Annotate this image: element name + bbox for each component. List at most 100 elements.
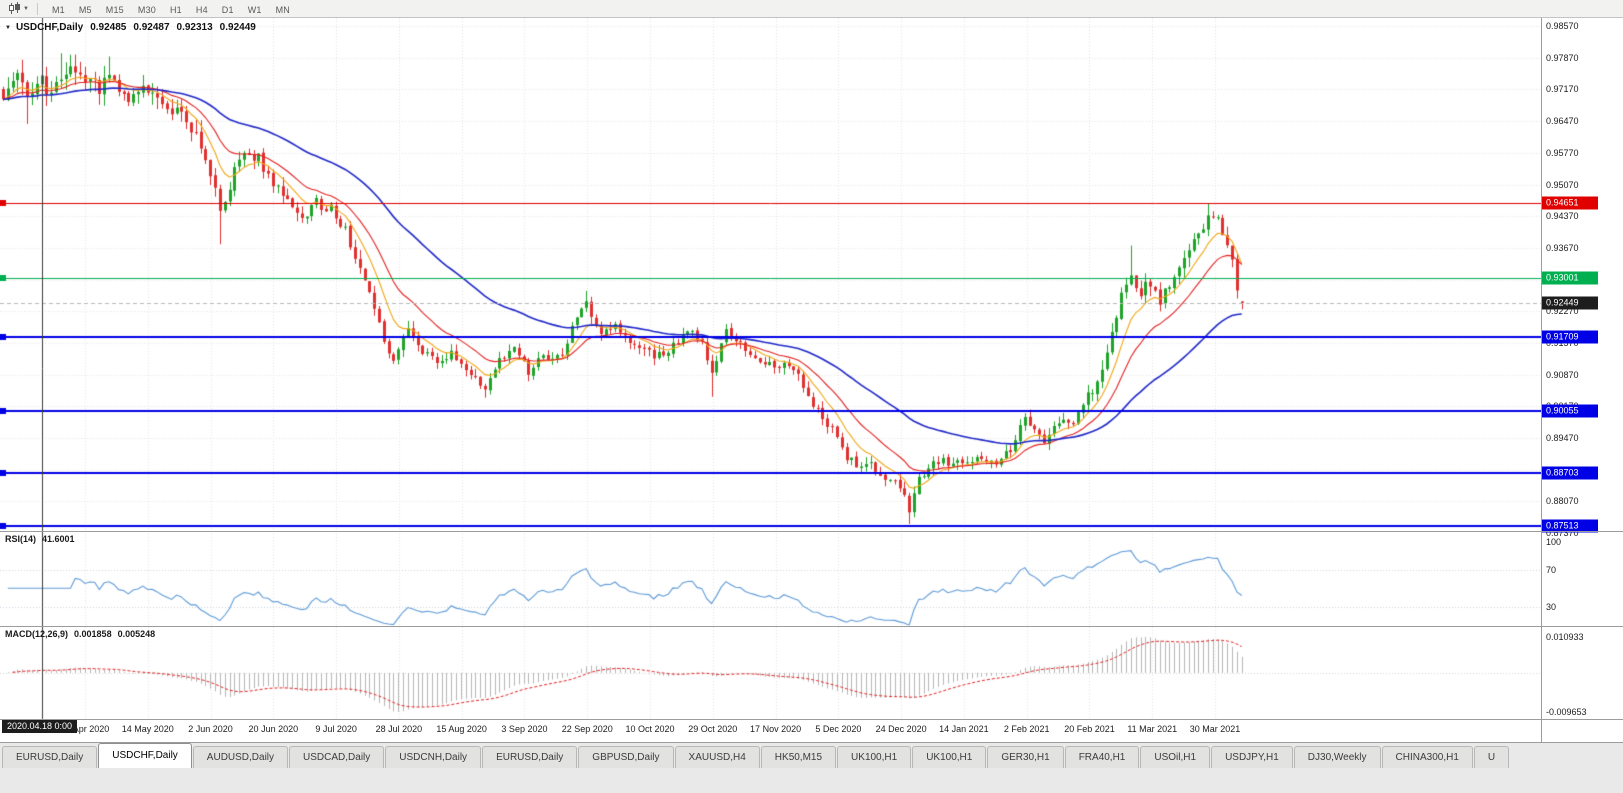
chart-tab-bar: EURUSD,Daily USDCHF,Daily AUDUSD,Daily USDC… — [0, 742, 1623, 793]
price-axis[interactable]: 0.98570 0.97870 0.97170 0.96470 0.95770 0.950… — [1542, 18, 1623, 742]
time-axis[interactable]: 24 Apr 2020 14 May 2020 2 Jun 2020 20 Jun 2… — [0, 719, 1541, 742]
level-price-box: 0.93001 — [1542, 271, 1598, 285]
price-axis-label: 0.92270 — [1546, 306, 1579, 317]
date-axis-label: 22 Sep 2020 — [561, 724, 613, 734]
date-axis-label: 2 Feb 2021 — [1003, 724, 1050, 734]
chart-tab-xauusd-h4[interactable]: XAUUSD,H4 — [674, 746, 760, 768]
current-price-box: 0.92449 — [1542, 296, 1598, 310]
chart-tab-usdjpy-h1[interactable]: USDJPY,H1 — [1211, 746, 1293, 768]
price-axis-label: 0.95770 — [1546, 147, 1579, 158]
date-axis-label: 15 Aug 2020 — [436, 724, 487, 734]
rsi-axis-label: 100 — [1546, 537, 1562, 547]
timeframe-button-m30[interactable]: M30 — [137, 4, 156, 15]
chart-tab-fra40-h1[interactable]: FRA40,H1 — [1064, 746, 1140, 768]
chart-tab-audusd-daily[interactable]: AUDUSD,Daily — [192, 746, 289, 768]
chart-tab-u[interactable]: U — [1473, 746, 1510, 768]
chart-type-button[interactable]: ▼ — [5, 2, 30, 15]
timeframe-group: M1 M5 M15 M30 H1 H4 D1 W1 MN — [45, 0, 297, 18]
rsi-axis-label: 70 — [1546, 564, 1557, 575]
timeframe-button-w1[interactable]: W1 — [247, 4, 262, 15]
level-price-box: 0.88703 — [1542, 466, 1598, 480]
chart-canvas[interactable] — [0, 18, 1541, 742]
candlestick-chart-icon — [9, 2, 20, 14]
rsi-axis-label: 30 — [1546, 601, 1557, 612]
level-price-box: 0.91709 — [1542, 330, 1598, 344]
chart-tab-ger30-h1[interactable]: GER30,H1 — [987, 746, 1064, 768]
price-axis-label: 0.96470 — [1546, 116, 1579, 127]
level-price-box: 0.94651 — [1542, 196, 1598, 210]
chart-tab-usdcad-daily[interactable]: USDCAD,Daily — [289, 746, 385, 768]
macd-value-1: 0.001858 — [74, 629, 112, 639]
rsi-label: RSI(14) 41.6001 — [5, 534, 75, 544]
date-axis-label: 9 Jul 2020 — [315, 724, 357, 734]
price-axis-label: 0.90870 — [1546, 369, 1579, 380]
low-value: 0.92313 — [176, 22, 213, 33]
macd-label: MACD(12,26,9) 0.001858 0.005248 — [5, 629, 155, 639]
date-axis-label: 28 Jul 2020 — [375, 724, 423, 734]
date-axis-label: 3 Sep 2020 — [501, 724, 548, 734]
chart-tab-china300-h1[interactable]: CHINA300,H1 — [1381, 746, 1473, 768]
chart-tab-eurusd-daily[interactable]: EURUSD,Daily — [2, 746, 98, 768]
price-axis-label: 0.98570 — [1546, 21, 1579, 32]
timeframe-button-d1[interactable]: D1 — [221, 4, 234, 15]
macd-name: MACD(12,26,9) — [5, 629, 69, 639]
chart-tab-hk50-m15[interactable]: HK50,M15 — [760, 746, 837, 768]
chart-tabs: EURUSD,Daily USDCHF,Daily AUDUSD,Daily USDC… — [0, 743, 1623, 768]
price-axis-label: 0.89470 — [1546, 432, 1579, 443]
date-axis-label: 24 Dec 2020 — [875, 724, 927, 734]
timeframe-button-mn[interactable]: MN — [275, 4, 291, 15]
close-value: 0.92449 — [219, 22, 256, 33]
chart-tab-uk100-h1[interactable]: UK100,H1 — [912, 746, 987, 768]
time-axis-separator — [0, 719, 1623, 720]
timeframe-button-h1[interactable]: H1 — [169, 4, 182, 15]
date-axis-label: 30 Mar 2021 — [1189, 724, 1241, 734]
date-axis-label: 29 Oct 2020 — [688, 724, 738, 734]
timeframe-button-m1[interactable]: M1 — [51, 4, 65, 15]
price-axis-label: 0.97870 — [1546, 52, 1579, 63]
pane-splitter-rsi[interactable] — [0, 531, 1623, 532]
pane-splitter-macd[interactable] — [0, 626, 1623, 627]
price-axis-label: 0.97170 — [1546, 84, 1579, 95]
level-price-box: 0.90055 — [1542, 404, 1598, 418]
chart-tab-usdcnh-daily[interactable]: USDCNH,Daily — [385, 746, 482, 768]
price-axis-label: 0.93670 — [1546, 242, 1579, 253]
crosshair-date-box: 2020.04.18 0:00 — [2, 720, 78, 733]
date-axis-label: 5 Dec 2020 — [815, 724, 862, 734]
chart-area: ▼ USDCHF,Daily 0.92485 0.92487 0.92313 0… — [0, 18, 1623, 742]
chart-toolbar: ▼ M1 M5 M15 M30 H1 H4 D1 W1 MN — [0, 0, 1623, 18]
date-axis-label: 20 Feb 2021 — [1064, 724, 1115, 734]
toolbar-separator — [36, 2, 38, 15]
chart-tab-dj30-weekly[interactable]: DJ30,Weekly — [1293, 746, 1381, 768]
chart-tab-eurusd-daily[interactable]: EURUSD,Daily — [482, 746, 578, 768]
rsi-value: 41.6001 — [42, 534, 75, 544]
price-axis-label: 0.94370 — [1546, 211, 1579, 222]
symbol-period-label: USDCHF,Daily — [15, 22, 84, 33]
price-axis-label: 0.95070 — [1546, 179, 1579, 190]
date-axis-label: 10 Oct 2020 — [625, 724, 675, 734]
timeframe-button-m15[interactable]: M15 — [105, 4, 124, 15]
chart-tab-usoil-h1[interactable]: USOil,H1 — [1140, 746, 1211, 768]
rsi-name: RSI(14) — [5, 534, 37, 544]
high-value: 0.92487 — [133, 22, 170, 33]
macd-axis-label: 0.010933 — [1546, 632, 1584, 642]
timeframe-button-h4[interactable]: H4 — [195, 4, 208, 15]
chart-tab-gbpusd-daily[interactable]: GBPUSD,Daily — [578, 746, 674, 768]
date-axis-label: 17 Nov 2020 — [750, 724, 802, 734]
date-axis-label: 14 Jan 2021 — [939, 724, 989, 734]
date-axis-label: 2 Jun 2020 — [188, 724, 233, 734]
price-axis-label: 0.88070 — [1546, 496, 1579, 507]
axis-separator — [1541, 18, 1542, 742]
date-axis-label: 14 May 2020 — [121, 724, 174, 734]
title-marker-icon: ▼ — [5, 24, 11, 31]
level-price-box: 0.87513 — [1542, 519, 1598, 533]
chart-tab-uk100-h1[interactable]: UK100,H1 — [837, 746, 912, 768]
timeframe-button-m5[interactable]: M5 — [78, 4, 92, 15]
date-axis-label: 11 Mar 2021 — [1127, 724, 1178, 734]
chevron-down-icon: ▼ — [23, 5, 29, 12]
chart-title: ▼ USDCHF,Daily 0.92485 0.92487 0.92313 0… — [5, 22, 256, 33]
open-value: 0.92485 — [90, 22, 127, 33]
date-axis-label: 24 Apr 2020 — [60, 724, 110, 734]
date-axis-label: 20 Jun 2020 — [248, 724, 299, 734]
chart-tab-usdchf-daily[interactable]: USDCHF,Daily — [98, 743, 192, 768]
